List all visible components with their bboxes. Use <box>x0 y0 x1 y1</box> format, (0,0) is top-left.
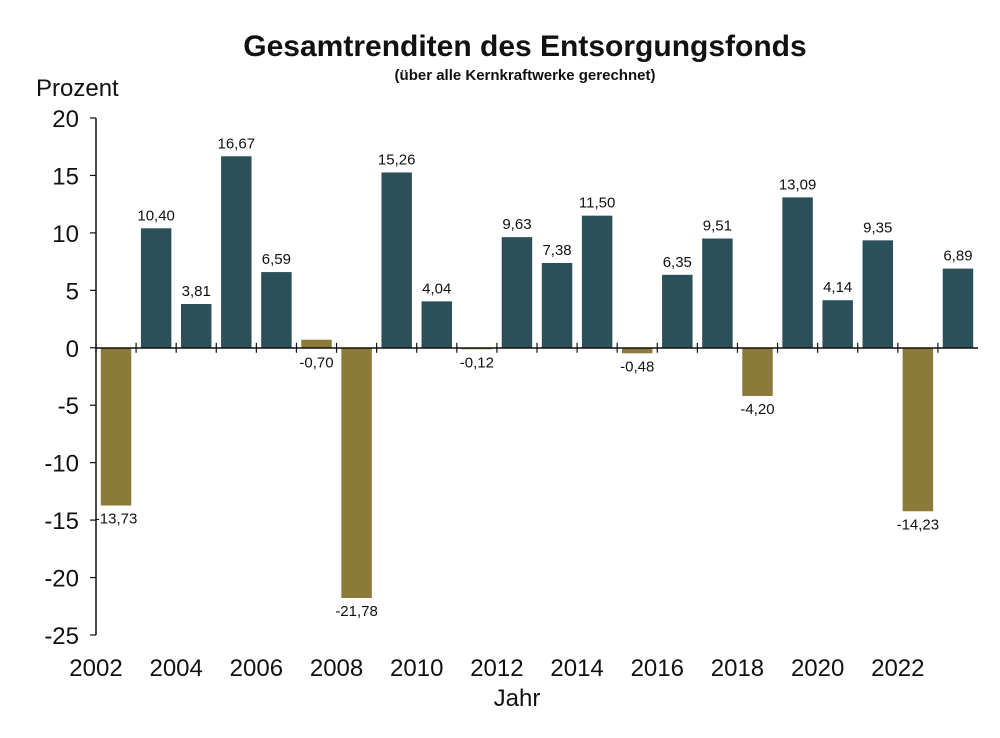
x-tick-label-2020: 2020 <box>791 655 844 682</box>
data-label-2017: 9,51 <box>703 218 732 235</box>
bar-2005 <box>221 156 252 348</box>
x-tick-label-2022: 2022 <box>871 655 924 682</box>
data-label-2020: 4,14 <box>823 279 852 296</box>
bar-2017 <box>702 238 733 348</box>
data-label-2019: 13,09 <box>779 176 817 193</box>
bar-2018 <box>742 347 773 397</box>
data-label-2006: 6,59 <box>262 251 291 268</box>
data-label-2015: -0,48 <box>620 358 654 375</box>
bar-2002 <box>100 347 132 506</box>
data-label-2021: 9,35 <box>863 219 892 236</box>
data-label-2023: 6,89 <box>943 248 972 265</box>
data-label-2018: -4,20 <box>740 401 774 418</box>
bar-2021 <box>862 240 894 348</box>
y-tick-label--5: -5 <box>58 393 79 420</box>
data-label-2004: 3,81 <box>182 283 211 300</box>
bar-2020 <box>822 300 853 348</box>
data-labels-group: -13,73 10,40 3,81 16,67 6,59 -0,70 -21,78 15,26… <box>95 135 973 620</box>
data-label-2012: 9,63 <box>502 216 531 233</box>
x-tick-label-2006: 2006 <box>230 655 283 682</box>
chart-subtitle: (über alle Kernkraftwerke gerechnet) <box>395 67 656 84</box>
bar-2015 <box>621 347 653 354</box>
bar-2013 <box>541 262 573 348</box>
data-label-2003: 10,40 <box>137 207 175 224</box>
bar-2016 <box>662 274 693 348</box>
data-label-2016: 6,35 <box>663 254 692 271</box>
x-tick-label-2010: 2010 <box>390 655 443 682</box>
y-ticks-group: 20 15 10 5 0 -5 -10 -15 -20 -25 <box>44 106 96 650</box>
y-axis-label: Prozent <box>36 75 119 102</box>
bar-2008 <box>341 347 372 599</box>
data-label-2013: 7,38 <box>542 242 571 259</box>
y-tick-label--25: -25 <box>44 623 79 650</box>
data-label-2005: 16,67 <box>218 135 256 152</box>
data-label-2010: 4,04 <box>422 280 451 297</box>
data-label-2008: -21,78 <box>335 603 378 620</box>
data-label-2022: -14,23 <box>897 516 940 533</box>
chart-title: Gesamtrenditen des Entsorgungsfonds <box>243 30 806 63</box>
y-tick-label-15: 15 <box>52 163 79 190</box>
bar-2009 <box>381 172 412 348</box>
bar-2003 <box>140 228 172 348</box>
data-label-2002: -13,73 <box>95 511 138 528</box>
data-label-2011: -0,12 <box>460 354 494 371</box>
bars-group <box>100 156 974 599</box>
x-axis-label: Jahr <box>494 685 541 712</box>
x-tick-label-2004: 2004 <box>149 655 202 682</box>
y-tick-label-5: 5 <box>66 278 79 305</box>
y-tick-label--20: -20 <box>44 566 79 593</box>
bar-2006 <box>261 272 292 348</box>
y-tick-label--10: -10 <box>44 451 79 478</box>
y-tick-label-10: 10 <box>52 221 79 248</box>
bar-2007 <box>301 339 332 348</box>
bar-2019 <box>782 197 813 348</box>
x-tick-label-2008: 2008 <box>310 655 363 682</box>
bar-2012 <box>501 237 533 348</box>
y-tick-label-20: 20 <box>52 106 79 133</box>
x-tick-label-2016: 2016 <box>631 655 684 682</box>
x-tick-label-2018: 2018 <box>711 655 764 682</box>
bar-2004 <box>180 304 212 348</box>
bar-2023 <box>942 268 974 348</box>
y-tick-label-0: 0 <box>66 336 79 363</box>
bar-2022 <box>902 347 934 512</box>
x-tick-label-2014: 2014 <box>550 655 603 682</box>
x-tick-label-2012: 2012 <box>470 655 523 682</box>
bar-2010 <box>421 301 453 348</box>
y-tick-label--15: -15 <box>44 508 79 535</box>
data-label-2009: 15,26 <box>378 151 416 168</box>
data-label-2007: -0,70 <box>299 354 333 371</box>
x-tick-label-2002: 2002 <box>69 655 122 682</box>
data-label-2014: 11,50 <box>579 195 615 212</box>
bar-2014 <box>581 215 613 348</box>
x-ticks-group: 2002 2004 2006 2008 2010 2012 2014 2016 2018 2020… <box>69 342 939 682</box>
